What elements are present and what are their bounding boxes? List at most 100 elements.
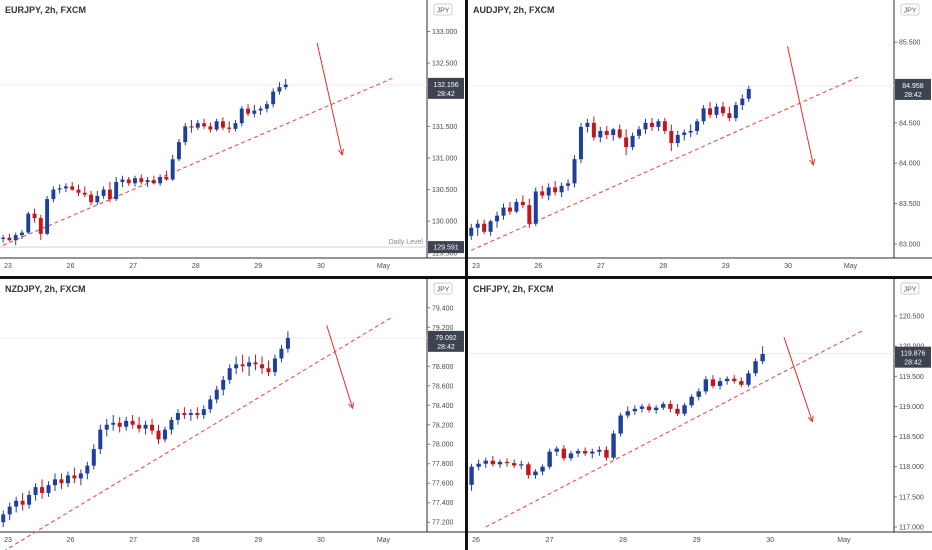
y-tick-label: 78.600 <box>432 383 454 390</box>
candle <box>696 388 701 401</box>
candle <box>547 448 552 470</box>
candle-body <box>7 506 12 515</box>
candle <box>490 455 496 467</box>
candle-body <box>476 463 481 467</box>
chart-panel-chfjpy[interactable]: CHFJPY, 2h, FXCMJPY120.500120.000119.500… <box>468 279 932 550</box>
candle-body <box>646 406 652 411</box>
candle <box>717 377 723 390</box>
candle-body <box>27 494 32 505</box>
candle-body <box>45 199 50 234</box>
candle <box>285 331 290 353</box>
candle-body <box>195 413 200 416</box>
candle <box>682 402 687 417</box>
candle <box>540 185 545 199</box>
candle-body <box>285 338 290 349</box>
candle-body <box>40 487 45 493</box>
candle-body <box>33 487 38 495</box>
candle <box>572 155 577 188</box>
chart-title: EURJPY, 2h, FXCM <box>5 5 86 15</box>
candle-body <box>169 419 174 430</box>
candle-body <box>507 207 512 212</box>
x-tick-label: 29 <box>254 263 262 270</box>
x-tick-label: 29 <box>693 537 701 544</box>
candle <box>195 120 200 131</box>
candle <box>727 106 732 122</box>
candle <box>277 82 282 95</box>
candle <box>188 409 193 421</box>
candle-body <box>520 201 525 206</box>
candle <box>533 187 538 227</box>
candle <box>13 232 18 246</box>
chart-panel-nzdjpy[interactable]: NZDJPY, 2h, FXCMJPY79.40079.20079.00078.… <box>0 279 465 550</box>
candle <box>183 123 188 146</box>
candle-body <box>533 471 538 476</box>
candle-body <box>104 424 109 430</box>
candle-body <box>585 122 590 127</box>
candle-body <box>495 215 500 222</box>
candle <box>497 459 503 468</box>
candle <box>137 416 142 433</box>
last-price-value: 84.958 <box>902 83 924 90</box>
x-tick-label: May <box>844 263 858 270</box>
candle-body <box>76 189 81 193</box>
candle <box>139 174 144 185</box>
chart-panel-eurjpy[interactable]: EURJPY, 2h, FXCMJPY133.000132.500132.000… <box>0 0 465 276</box>
candle-body <box>504 461 510 464</box>
candle-body <box>598 130 603 138</box>
bearish-arrow-head <box>807 415 814 423</box>
candle-body <box>70 186 75 190</box>
candle-body <box>189 126 194 128</box>
currency-badge <box>900 282 920 295</box>
chart-title: AUDJPY, 2h, FXCM <box>473 5 555 15</box>
candle-body <box>252 110 257 114</box>
candle <box>20 492 25 511</box>
candle <box>682 129 687 141</box>
candle <box>669 124 674 152</box>
candle-body <box>488 221 493 232</box>
last-price-value: 119.876 <box>901 351 926 358</box>
candle-body <box>65 475 70 484</box>
candle-body <box>151 180 156 184</box>
y-tick-label: 79.200 <box>432 325 454 332</box>
candle-body <box>656 121 661 127</box>
candle-body <box>519 464 524 466</box>
candle-body <box>233 123 238 129</box>
candle <box>661 401 666 411</box>
candle-body <box>661 404 666 408</box>
candle <box>617 124 622 139</box>
bearish-arrow-head <box>348 402 354 410</box>
candle <box>240 354 245 373</box>
x-tick-label: 30 <box>766 537 774 544</box>
candle-body <box>639 406 645 409</box>
candle-body <box>283 84 288 88</box>
candle <box>514 198 519 214</box>
candle-body <box>708 108 713 115</box>
y-tick-label: 85.500 <box>899 40 921 47</box>
candle <box>201 405 206 419</box>
y-tick-label: 131.500 <box>432 124 457 131</box>
candle-body <box>253 362 258 365</box>
candle-body <box>46 485 51 493</box>
y-tick-label: 118.000 <box>899 464 924 471</box>
candle-body <box>201 409 206 416</box>
y-tick-label: 84.500 <box>899 120 921 127</box>
candle-body <box>540 466 545 472</box>
candle <box>272 354 277 377</box>
chart-title: NZDJPY, 2h, FXCM <box>5 284 86 294</box>
x-tick-label: 27 <box>546 537 554 544</box>
x-tick-label: 26 <box>67 537 75 544</box>
candle <box>51 186 56 203</box>
candle <box>279 344 284 363</box>
candle <box>283 78 288 90</box>
candle <box>89 190 93 206</box>
x-tick-label: May <box>377 263 391 270</box>
candle-body <box>469 466 474 485</box>
candle <box>662 118 667 135</box>
candle <box>504 458 510 467</box>
candle <box>59 473 64 490</box>
chart-panel-audjpy[interactable]: AUDJPY, 2h, FXCMJPY85.50085.00084.50084.… <box>468 0 932 276</box>
candle-body <box>611 129 616 135</box>
candle-body <box>220 121 225 128</box>
candle-body <box>14 500 19 507</box>
